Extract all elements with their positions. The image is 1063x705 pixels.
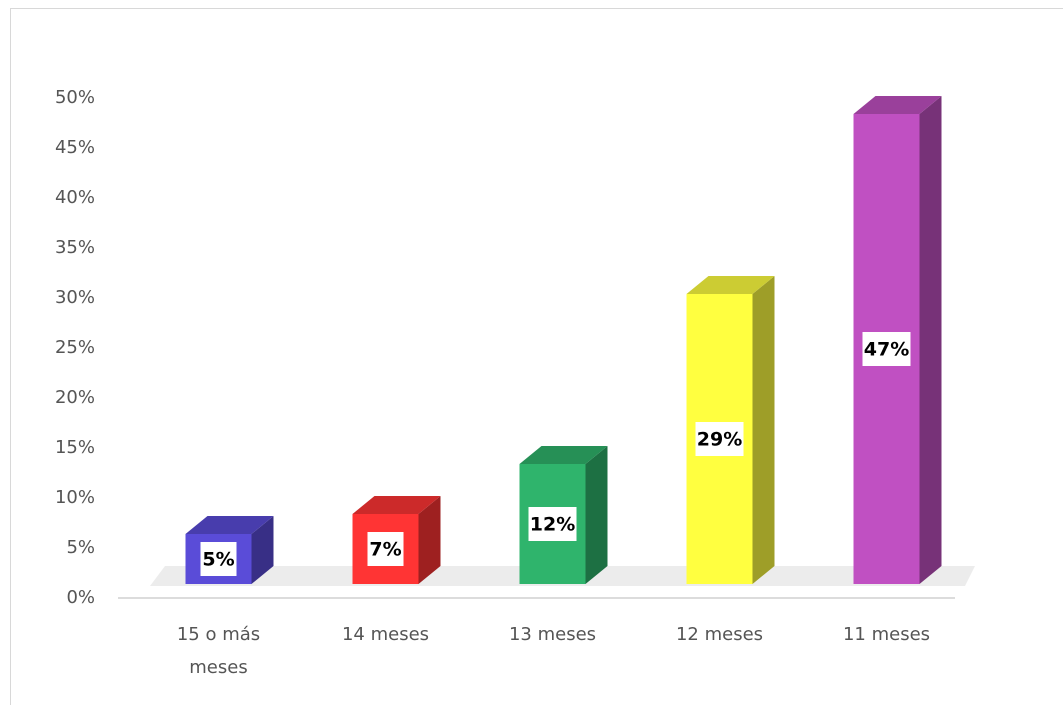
x-tick-label: 12 meses: [675, 624, 764, 645]
bar-side: [919, 96, 942, 584]
value-label: 47%: [864, 339, 909, 361]
y-tick-label: 30%: [55, 287, 95, 308]
value-label: 7%: [369, 539, 401, 561]
bar-top: [519, 446, 608, 464]
y-tick-label: 5%: [66, 537, 95, 558]
y-tick-label: 35%: [55, 237, 95, 258]
value-label-box: [367, 532, 404, 566]
value-label: 12%: [530, 514, 575, 536]
bar-side: [585, 446, 608, 584]
y-tick-label: 45%: [55, 137, 95, 158]
bar-top: [686, 276, 775, 294]
x-tick-label: 15 o más meses: [176, 624, 261, 678]
value-label-box: [528, 507, 577, 541]
x-tick-label: 14 meses: [341, 624, 430, 645]
bar-top: [352, 496, 441, 514]
bar-top: [185, 516, 274, 534]
value-label: 29%: [697, 429, 742, 451]
value-label-box: [200, 542, 237, 576]
y-tick-label: 0%: [66, 587, 95, 608]
x-tick-label: 13 meses: [508, 624, 597, 645]
value-label-box: [862, 332, 911, 366]
value-label-box: [695, 422, 744, 456]
x-tick-label: 11 meses: [842, 624, 931, 645]
y-tick-label: 25%: [55, 337, 95, 358]
frame: [10, 8, 1063, 705]
bar-side: [418, 496, 441, 584]
bar-side: [251, 516, 274, 584]
y-tick-label: 50%: [55, 87, 95, 108]
value-label: 5%: [202, 549, 234, 571]
bar-side: [752, 276, 775, 584]
y-tick-label: 20%: [55, 387, 95, 408]
y-tick-label: 10%: [55, 487, 95, 508]
y-tick-label: 40%: [55, 187, 95, 208]
bar-top: [853, 96, 942, 114]
y-tick-label: 15%: [55, 437, 95, 458]
